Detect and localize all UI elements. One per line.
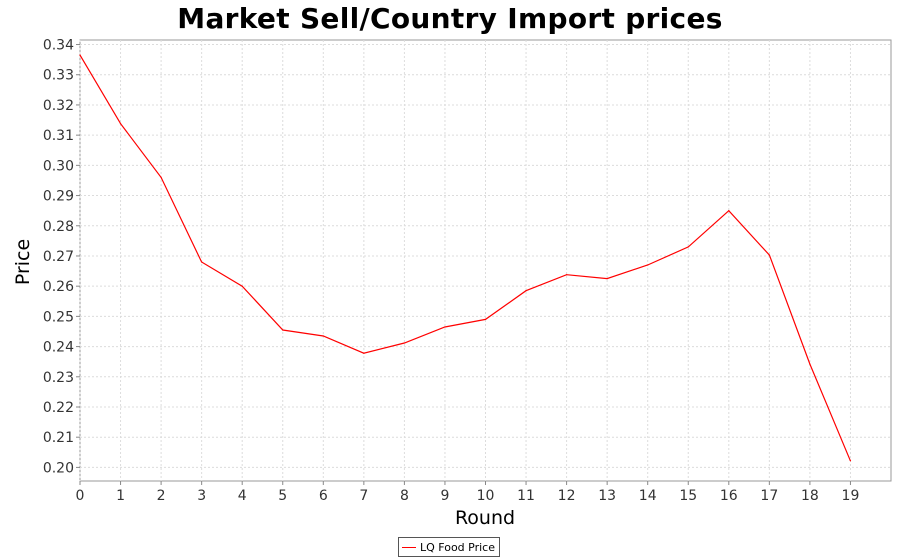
y-tick-label: 0.34 bbox=[43, 38, 74, 54]
data-point bbox=[606, 278, 608, 280]
y-tick-label: 0.28 bbox=[43, 219, 74, 235]
chart-title: Market Sell/Country Import prices bbox=[177, 2, 723, 35]
y-axis-label: Price bbox=[12, 239, 34, 285]
data-point bbox=[849, 460, 852, 462]
y-tick-label: 0.33 bbox=[43, 68, 74, 84]
legend: LQ Food Price bbox=[398, 537, 500, 557]
x-tick-label: 9 bbox=[440, 488, 449, 504]
data-point bbox=[484, 318, 487, 321]
x-tick-label: 13 bbox=[598, 488, 616, 504]
x-tick-label: 15 bbox=[679, 488, 697, 504]
y-tick-label: 0.22 bbox=[43, 400, 74, 416]
y-tick-label: 0.32 bbox=[43, 98, 74, 114]
x-tick-label: 10 bbox=[477, 488, 495, 504]
tick-labels: 0.20 0.21 0.22 0.23 0.24 0.25 0.26 0.27 0.28 0.29… bbox=[43, 38, 860, 504]
legend-label-lq-food-price: LQ Food Price bbox=[420, 540, 495, 554]
data-point bbox=[282, 329, 284, 331]
x-tick-label: 16 bbox=[720, 488, 738, 504]
x-tick-label: 18 bbox=[801, 488, 819, 504]
data-point bbox=[525, 290, 527, 292]
series-layer bbox=[79, 54, 852, 462]
y-tick-label: 0.30 bbox=[43, 158, 74, 174]
data-point bbox=[241, 285, 243, 287]
data-point bbox=[322, 335, 324, 337]
x-tick-label: 5 bbox=[278, 488, 287, 504]
data-point bbox=[647, 264, 649, 266]
y-tick-label: 0.29 bbox=[43, 189, 74, 205]
x-tick-label: 0 bbox=[76, 488, 85, 504]
data-point bbox=[403, 342, 405, 344]
data-point bbox=[160, 176, 162, 179]
y-tick-label: 0.20 bbox=[43, 460, 74, 476]
data-point bbox=[566, 274, 568, 276]
data-point bbox=[728, 210, 730, 212]
data-point bbox=[809, 363, 811, 365]
x-tick-label: 14 bbox=[639, 488, 657, 504]
legend-swatch-lq-food-price bbox=[402, 546, 416, 548]
y-tick-label: 0.26 bbox=[43, 279, 74, 295]
x-tick-label: 11 bbox=[517, 488, 535, 504]
y-tick-label: 0.21 bbox=[43, 430, 74, 446]
y-tick-label: 0.25 bbox=[43, 309, 74, 325]
x-tick-label: 12 bbox=[558, 488, 576, 504]
series-line-lq-food-price bbox=[79, 54, 851, 462]
x-tick-label: 8 bbox=[400, 488, 409, 504]
data-point bbox=[201, 261, 203, 263]
data-point bbox=[79, 54, 81, 56]
x-tick-label: 4 bbox=[238, 488, 247, 504]
y-tick-label: 0.24 bbox=[43, 340, 74, 356]
data-point bbox=[687, 246, 689, 248]
data-point bbox=[444, 326, 446, 328]
data-point bbox=[119, 123, 122, 125]
data-point bbox=[363, 352, 365, 354]
y-tick-label: 0.31 bbox=[43, 128, 74, 144]
gridlines bbox=[79, 40, 891, 481]
x-tick-label: 17 bbox=[760, 488, 778, 504]
x-tick-label: 3 bbox=[197, 488, 206, 504]
x-tick-label: 6 bbox=[319, 488, 328, 504]
x-tick-label: 1 bbox=[116, 488, 125, 504]
x-tick-label: 2 bbox=[157, 488, 166, 504]
y-tick-label: 0.23 bbox=[43, 370, 74, 386]
y-tick-label: 0.27 bbox=[43, 249, 74, 265]
data-point bbox=[768, 254, 770, 256]
x-tick-label: 19 bbox=[842, 488, 860, 504]
x-tick-label: 7 bbox=[359, 488, 368, 504]
x-axis-label: Round bbox=[455, 507, 515, 529]
